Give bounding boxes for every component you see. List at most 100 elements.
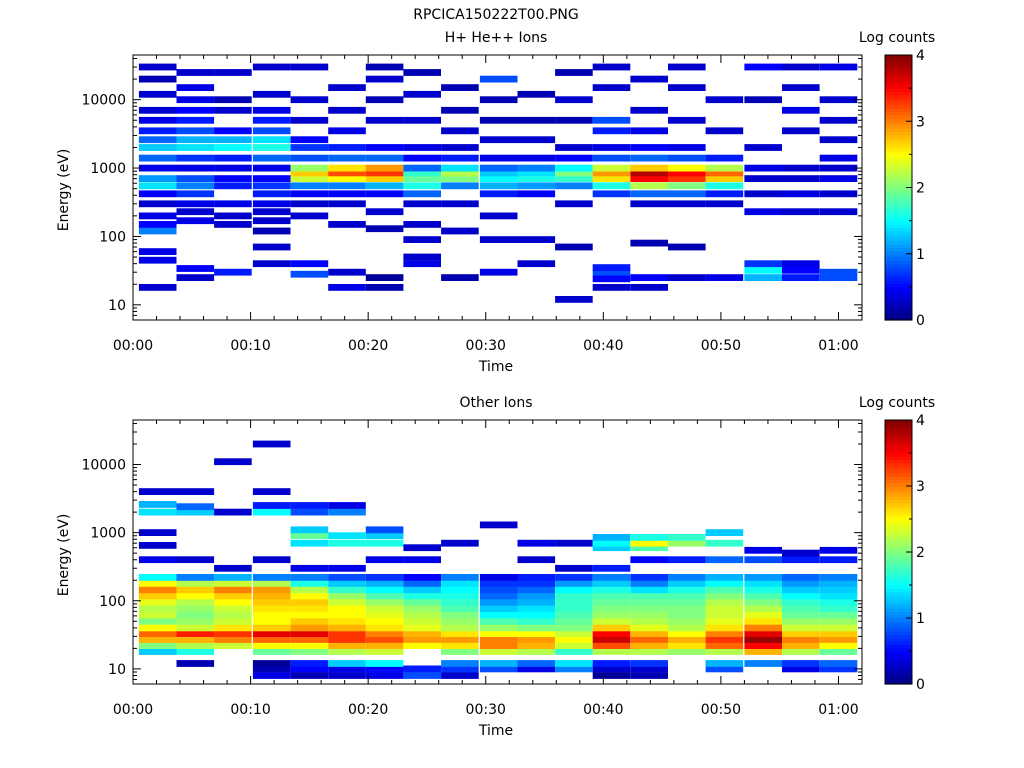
heatmap-cell (365, 648, 404, 655)
colorbar-segment (885, 283, 912, 288)
heatmap-cell (138, 256, 177, 264)
heatmap-cell (668, 556, 706, 564)
heatmap-cell (403, 544, 441, 552)
colorbar-tick-label: 4 (916, 48, 925, 64)
heatmap-cell (176, 116, 215, 124)
heatmap-cell (403, 617, 441, 625)
x-tick-label: 00:10 (230, 702, 270, 718)
heatmap-cell (328, 284, 366, 291)
heatmap-cell (517, 630, 556, 637)
heatmap-cell (555, 665, 593, 673)
colorbar-tick-label: 3 (916, 114, 925, 130)
heatmap-cell (744, 636, 782, 643)
panel-2-x-axis: 00:00 00:10 00:20 00:30 00:40 00:50 01:00 (113, 420, 863, 718)
heatmap-cell (290, 136, 329, 144)
heatmap-cell (214, 617, 252, 625)
heatmap-cell (630, 624, 668, 632)
heatmap-cell (290, 617, 329, 625)
heatmap-cell (441, 182, 479, 190)
heatmap-cell (744, 592, 782, 600)
colorbar-segment (885, 621, 912, 626)
heatmap-cell (782, 665, 820, 673)
colorbar-segment (885, 680, 912, 685)
heatmap-cell (668, 182, 706, 190)
heatmap-cell (138, 630, 177, 637)
colorbar-segment (885, 217, 912, 222)
heatmap-cell (328, 190, 366, 198)
heatmap-cell (138, 227, 177, 235)
x-tick-label: 00:30 (466, 338, 506, 354)
heatmap-cell (290, 270, 329, 278)
heatmap-cell (555, 182, 593, 190)
heatmap-cell (668, 642, 706, 649)
colorbar-segment (885, 598, 912, 603)
colorbar-segment (885, 210, 912, 215)
colorbar-segment (885, 240, 912, 245)
heatmap-cell (705, 574, 744, 581)
heatmap-cell (328, 605, 366, 612)
panel-1-y-label: Energy (eV) (56, 149, 72, 232)
heatmap-cell (517, 539, 556, 547)
heatmap-cell (668, 243, 706, 251)
heatmap-cell (555, 69, 593, 76)
heatmap-cell (176, 217, 215, 225)
heatmap-cell (252, 648, 291, 655)
heatmap-cell (705, 169, 744, 177)
heatmap-cell (744, 190, 782, 198)
heatmap-cell (517, 154, 556, 162)
heatmap-cell (744, 642, 782, 649)
heatmap-cell (479, 521, 518, 529)
heatmap-cell (214, 508, 252, 516)
heatmap-cell (328, 106, 366, 114)
heatmap-cell (252, 182, 291, 190)
colorbar-segment (885, 433, 912, 438)
heatmap-cell (328, 539, 366, 547)
heatmap-cell (290, 200, 329, 208)
heatmap-cell (705, 642, 744, 649)
colorbar-segment (885, 558, 912, 563)
heatmap-cell (176, 96, 215, 104)
heatmap-cell (252, 175, 291, 182)
heatmap-cell (176, 598, 215, 606)
heatmap-cell (290, 660, 329, 667)
heatmap-cell (630, 580, 668, 587)
heatmap-cell (819, 611, 858, 619)
colorbar-segment (885, 164, 912, 169)
colorbar-segment (885, 267, 912, 271)
heatmap-cell (214, 636, 252, 643)
heatmap-cell (328, 630, 366, 637)
heatmap-cell (592, 268, 631, 276)
heatmap-cell (517, 580, 556, 587)
heatmap-cell (328, 182, 366, 190)
heatmap-cell (782, 164, 820, 172)
colorbar-segment (885, 651, 912, 655)
heatmap-cell (555, 574, 593, 581)
heatmap-cell (630, 182, 668, 190)
heatmap-cell (138, 501, 177, 508)
heatmap-cell (668, 164, 706, 172)
heatmap-cell (705, 529, 744, 536)
colorbar-segment (885, 525, 912, 530)
heatmap-cell (365, 75, 404, 83)
heatmap-cell (592, 564, 631, 572)
colorbar-segment (885, 313, 912, 318)
colorbar-segment (885, 68, 912, 73)
heatmap-cell (328, 665, 366, 673)
heatmap-cell (176, 265, 215, 272)
heatmap-cell (214, 598, 252, 606)
heatmap-cell (668, 84, 706, 91)
colorbar-segment (885, 310, 912, 314)
heatmap-cell (138, 154, 177, 162)
heatmap-cell (517, 642, 556, 649)
heatmap-cell (744, 574, 782, 581)
colorbar-segment (885, 91, 912, 96)
heatmap-cell (252, 642, 291, 649)
heatmap-cell (138, 200, 177, 208)
heatmap-cell (138, 642, 177, 649)
colorbar-segment (885, 585, 912, 589)
x-tick-label: 00:00 (113, 338, 153, 354)
heatmap-cell (441, 154, 479, 162)
heatmap-cell (365, 284, 404, 291)
heatmap-cell (630, 534, 668, 541)
